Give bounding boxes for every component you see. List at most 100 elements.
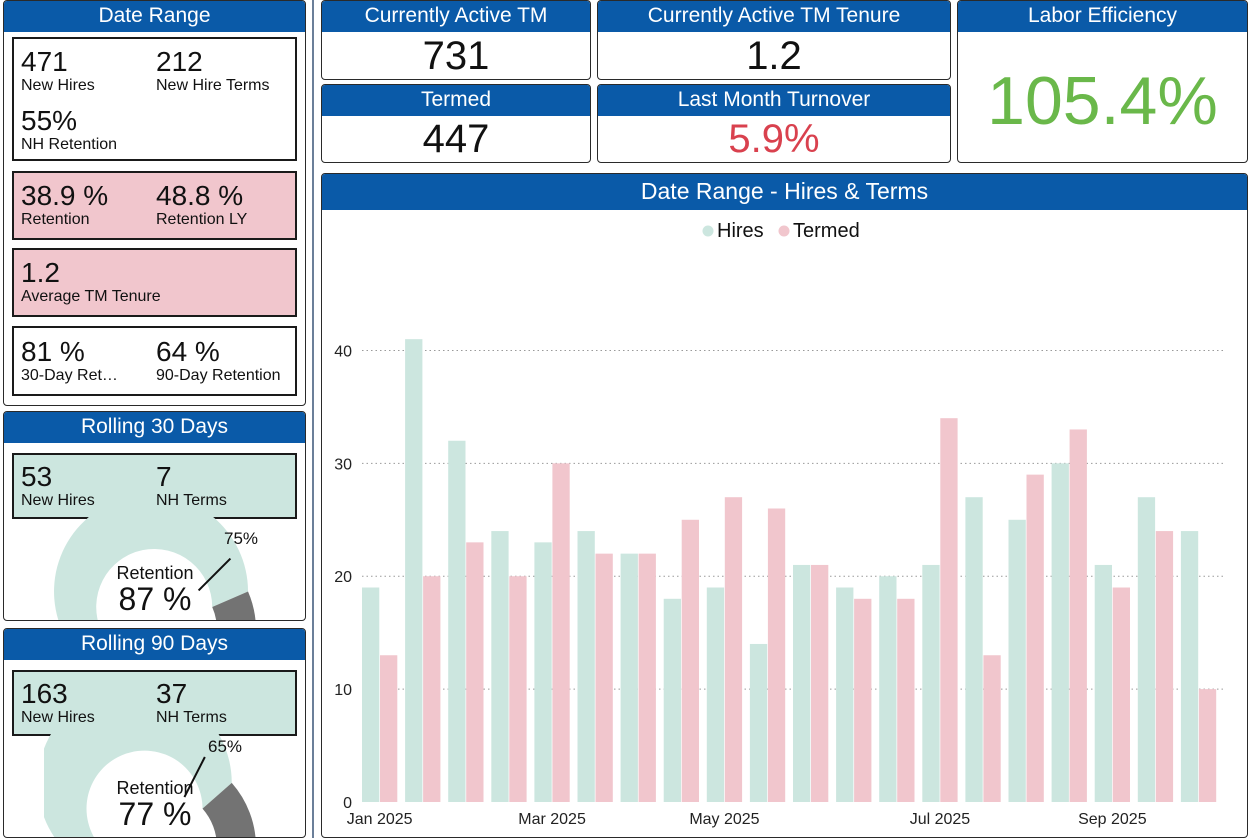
- hires-bar[interactable]: [577, 531, 595, 802]
- hires-bar[interactable]: [1008, 519, 1026, 802]
- legend-termed-marker: [778, 225, 790, 237]
- termed-bar[interactable]: [724, 497, 743, 802]
- termed-bar[interactable]: [595, 553, 613, 802]
- chart-legend: Hires Termed: [702, 220, 860, 242]
- termed-title: Termed: [322, 85, 590, 116]
- ret-30-value: 81 %: [21, 336, 85, 367]
- hires-bar[interactable]: [749, 643, 768, 802]
- r90-new-hires-value: 163: [21, 678, 68, 709]
- termed-bar[interactable]: [983, 655, 1001, 802]
- labor-efficiency-value: 105.4%: [987, 63, 1218, 139]
- legend-hires-label: Hires: [717, 220, 764, 242]
- hires-bar[interactable]: [922, 564, 940, 802]
- gauge-90-fill-arc: [44, 729, 232, 837]
- nh-retention-value: 55%: [21, 105, 78, 136]
- termed-bar[interactable]: [681, 519, 699, 802]
- gauge-30-target-label: 75%: [224, 529, 259, 548]
- r30-nh-terms-label: NH Terms: [156, 492, 227, 509]
- termed-bar[interactable]: [1112, 587, 1130, 802]
- termed-bar[interactable]: [466, 542, 484, 802]
- labor-efficiency-title: Labor Efficiency: [958, 1, 1247, 32]
- hires-bar[interactable]: [1051, 463, 1069, 802]
- termed-bar[interactable]: [1198, 689, 1217, 802]
- hires-bar[interactable]: [706, 587, 725, 802]
- termed-bar[interactable]: [1155, 531, 1174, 802]
- hires-bar[interactable]: [836, 587, 854, 802]
- gauge-30-target-marker: [197, 557, 232, 592]
- termed-value: 447: [422, 117, 490, 161]
- r90-new-hires-stat: 163 New Hires: [21, 679, 95, 727]
- retention-ly-stat: 48.8 % Retention LY: [156, 181, 247, 229]
- rolling-90-title: Rolling 90 Days: [4, 629, 305, 660]
- termed-bar[interactable]: [423, 576, 441, 802]
- nh-retention-label: NH Retention: [21, 136, 118, 153]
- new-hire-terms-label: New Hire Terms: [156, 77, 270, 94]
- hires-bar[interactable]: [620, 553, 638, 802]
- retention-value: 38.9 %: [21, 180, 109, 211]
- termed-bar[interactable]: [940, 418, 958, 802]
- gauge-90-target-label: 65%: [208, 737, 243, 756]
- hires-bar[interactable]: [534, 542, 552, 802]
- termed-bar[interactable]: [897, 598, 915, 802]
- hires-bar[interactable]: [879, 576, 897, 802]
- hires-bar[interactable]: [491, 531, 509, 802]
- x-tick-label: May 2025: [689, 811, 759, 828]
- rolling-30-title: Rolling 30 Days: [4, 412, 305, 443]
- gauge-90-label: Retention: [116, 778, 194, 798]
- gauge-90-remainder-arc: [202, 782, 256, 837]
- r90-nh-terms-label: NH Terms: [156, 709, 227, 726]
- gauge-30-value: 87 %: [118, 581, 192, 617]
- rolling-30-card: Rolling 30 Days 53 New Hires 7 NH Terms …: [3, 411, 306, 621]
- new-hires-label: New Hires: [21, 77, 95, 94]
- retention-stat: 38.9 % Retention: [21, 181, 108, 229]
- r90-new-hires-label: New Hires: [21, 709, 95, 726]
- date-range-title: Date Range: [4, 1, 305, 32]
- hires-bar[interactable]: [1180, 531, 1199, 802]
- hires-bar[interactable]: [405, 339, 423, 802]
- new-hires-stat: 471 New Hires: [21, 47, 95, 95]
- rolling-90-box: 163 New Hires 37 NH Terms: [12, 670, 297, 736]
- termed-bar[interactable]: [638, 553, 656, 802]
- y-tick-label: 10: [334, 682, 352, 699]
- retention-box: 38.9 % Retention 48.8 % Retention LY: [12, 171, 297, 240]
- r30-nh-terms-stat: 7 NH Terms: [156, 462, 227, 510]
- active-tenure-card: Currently Active TM Tenure 1.2: [597, 0, 951, 80]
- hires-bar[interactable]: [448, 440, 466, 802]
- day-retention-box: 81 % 30-Day Ret… 64 % 90-Day Retention: [12, 326, 297, 396]
- termed-bar[interactable]: [509, 576, 527, 802]
- hires-terms-chart: Hires Termed 0 10 20 30 40 Jan 2025 Mar 2025 May …: [334, 220, 1224, 828]
- gauge-30-label: Retention: [116, 563, 194, 583]
- termed-bar[interactable]: [1026, 474, 1044, 802]
- hires-bar[interactable]: [362, 587, 380, 802]
- hires-bar[interactable]: [663, 598, 681, 802]
- gauge-90-value: 77 %: [118, 796, 192, 832]
- termed-bar[interactable]: [1069, 429, 1087, 802]
- rolling-30-box: 53 New Hires 7 NH Terms: [12, 453, 297, 519]
- gauge-30-fill-arc: [54, 512, 249, 620]
- termed-bar[interactable]: [854, 598, 872, 802]
- new-hire-terms-stat: 212 New Hire Terms: [156, 47, 270, 95]
- termed-card: Termed 447: [321, 84, 591, 163]
- hires-bar[interactable]: [1137, 497, 1156, 802]
- ret-90-value: 64 %: [156, 336, 220, 367]
- x-tick-label: Mar 2025: [518, 811, 586, 828]
- retention-ly-label: Retention LY: [156, 211, 248, 228]
- retention-label: Retention: [21, 211, 90, 228]
- r30-new-hires-stat: 53 New Hires: [21, 462, 95, 510]
- x-tick-label: Jan 2025: [347, 811, 413, 828]
- termed-bar[interactable]: [767, 508, 786, 802]
- r90-nh-terms-stat: 37 NH Terms: [156, 679, 227, 727]
- hires-bar[interactable]: [1094, 564, 1112, 802]
- active-tenure-value: 1.2: [746, 34, 802, 78]
- hires-bar[interactable]: [965, 497, 983, 802]
- termed-bar[interactable]: [552, 463, 570, 802]
- y-tick-label: 0: [343, 795, 352, 812]
- ret-90-stat: 64 % 90-Day Retention: [156, 337, 281, 385]
- termed-bar[interactable]: [811, 564, 829, 802]
- chart-title: Date Range - Hires & Terms: [322, 174, 1247, 210]
- gauge-90-target-marker: [183, 756, 206, 798]
- rolling-90-card: Rolling 90 Days 163 New Hires 37 NH Term…: [3, 628, 306, 838]
- termed-bar[interactable]: [380, 655, 398, 802]
- hires-bar[interactable]: [793, 564, 811, 802]
- retention-gauge-90: [44, 729, 256, 837]
